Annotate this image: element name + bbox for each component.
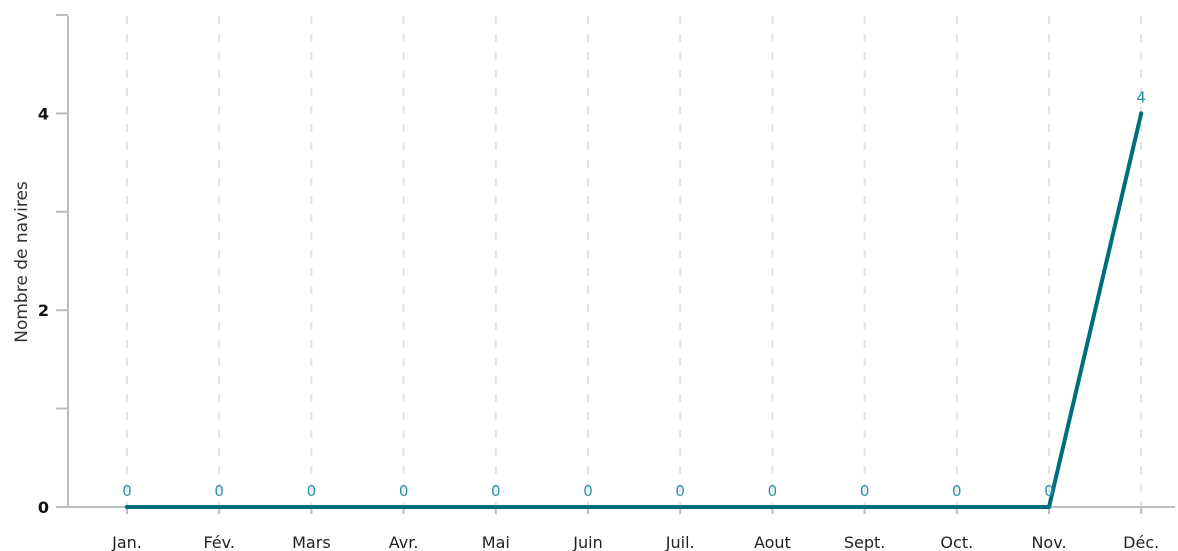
series	[125, 111, 1144, 509]
data-point	[586, 505, 590, 509]
x-tick-label: Nov.	[1031, 533, 1066, 551]
data-label: 0	[491, 482, 501, 500]
data-label: 0	[675, 482, 685, 500]
x-tick-label: Déc.	[1123, 533, 1159, 551]
data-labels: 0 0 0 0 0 0 0 0 0 0 0 4	[122, 88, 1146, 500]
data-point	[217, 505, 222, 509]
x-tick-label: Aout	[754, 533, 791, 551]
y-tick-label: 4	[38, 104, 49, 123]
data-label: 0	[952, 482, 962, 500]
x-tick-label: Juil.	[665, 533, 695, 551]
data-label: 0	[307, 482, 317, 500]
data-label: 0	[399, 482, 409, 500]
y-tick-label: 0	[38, 498, 49, 517]
y-axis-label: Nombre de navires	[12, 181, 32, 343]
data-label: 4	[1136, 88, 1146, 106]
data-point	[678, 505, 683, 509]
x-tick-label: Juin	[572, 533, 602, 551]
y-tick-label: 2	[38, 301, 49, 320]
series-line	[125, 111, 1144, 509]
data-point	[954, 505, 959, 509]
data-point	[1047, 505, 1051, 509]
x-ticks: Jan. Fév. Mars Avr. Mai Juin Juil. Aout Sept. Oct…	[111, 507, 1159, 551]
axes	[67, 16, 1175, 508]
data-label: 0	[768, 482, 778, 500]
x-tick-label: Jan.	[111, 533, 142, 551]
x-tick-label: Avr.	[389, 533, 419, 551]
x-tick-label: Fév.	[203, 533, 234, 551]
data-label: 0	[583, 482, 593, 500]
data-label: 0	[1044, 482, 1054, 500]
data-point	[862, 505, 867, 509]
y-ticks: 0 2 4	[38, 14, 68, 517]
data-point	[770, 505, 775, 509]
data-label: 0	[214, 482, 224, 500]
x-tick-label: Sept.	[844, 533, 886, 551]
data-point	[309, 505, 314, 509]
data-point	[1139, 111, 1144, 116]
grid	[126, 16, 1143, 507]
data-point	[493, 505, 498, 509]
data-point	[125, 505, 129, 509]
x-tick-label: Mars	[292, 533, 331, 551]
data-label: 0	[122, 482, 132, 500]
data-point	[401, 505, 406, 509]
x-tick-label: Oct.	[940, 533, 973, 551]
x-tick-label: Mai	[482, 533, 510, 551]
data-label: 0	[860, 482, 870, 500]
